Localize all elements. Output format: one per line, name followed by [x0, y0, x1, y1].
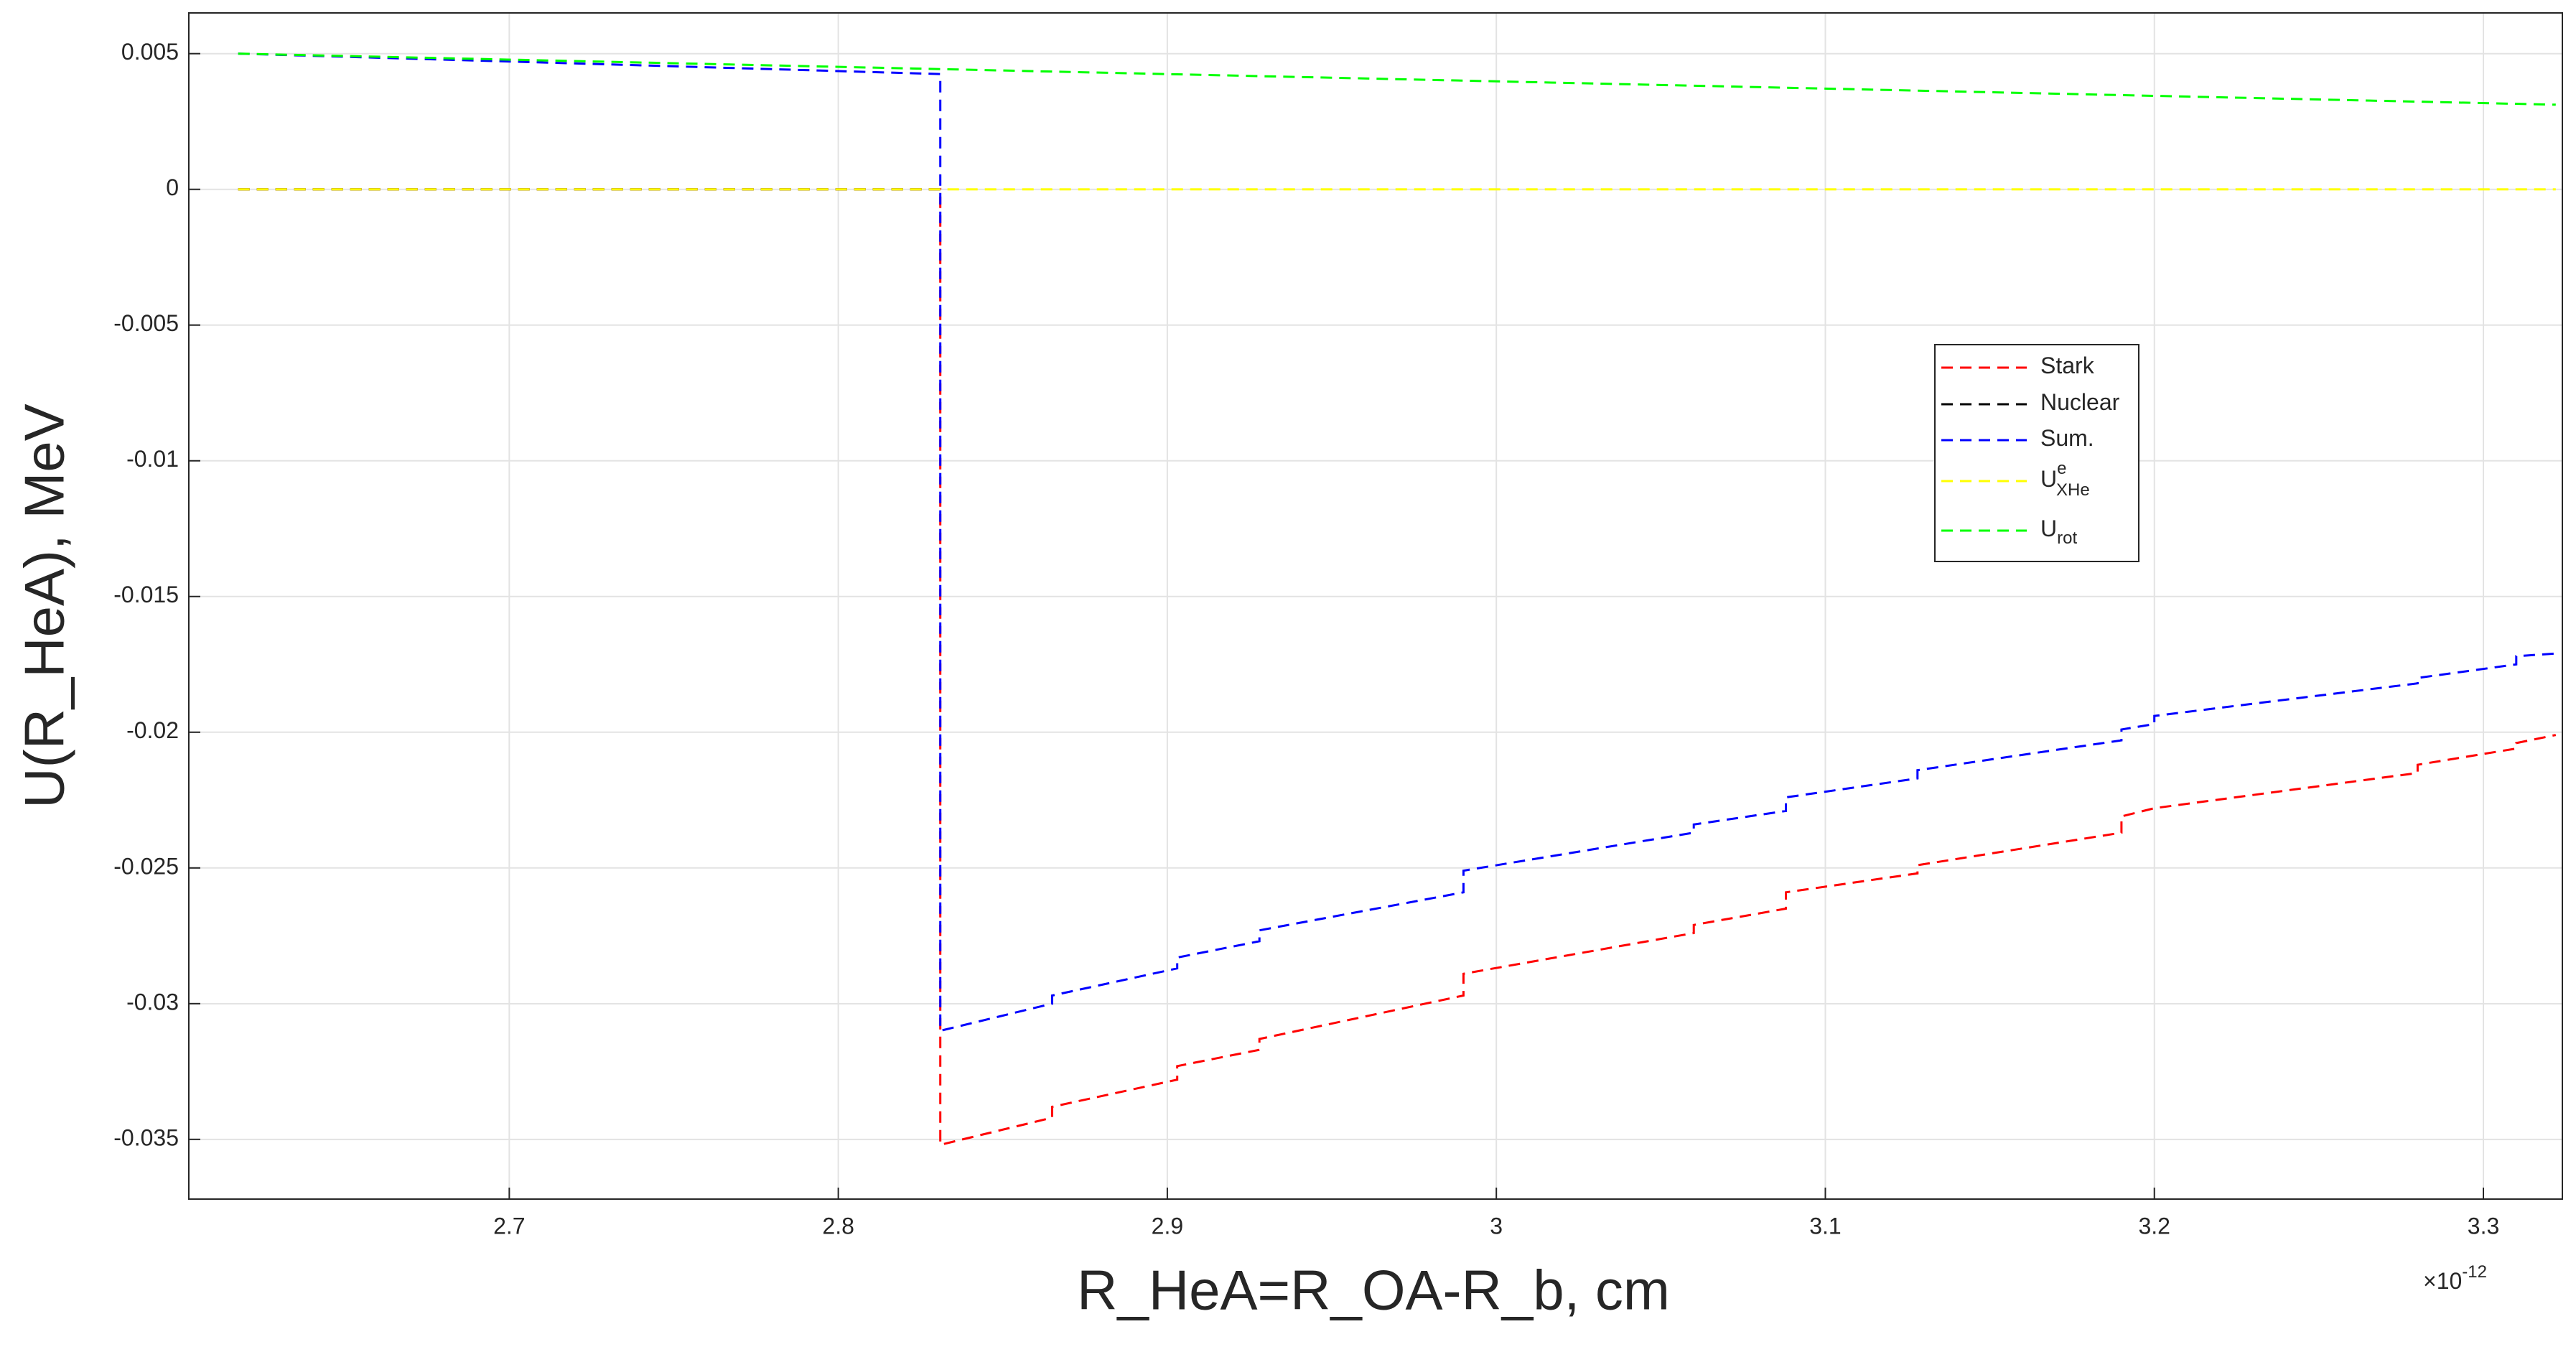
legend-name: Stark [2040, 353, 2095, 378]
y-tick-label: 0.005 [121, 39, 179, 65]
legend-label: Stark [2040, 353, 2095, 378]
exponent-base: ×10 [2423, 1268, 2462, 1294]
series-line [238, 52, 2556, 1033]
y-tick-label: -0.035 [113, 1124, 179, 1150]
legend-sub: rot [2057, 528, 2077, 548]
series-line [238, 52, 2556, 106]
y-tick-label: -0.005 [113, 310, 179, 336]
legend-name: Sum. [2040, 425, 2094, 451]
y-tick-label: -0.03 [126, 989, 179, 1015]
exponent-power: -12 [2462, 1262, 2487, 1282]
grid [189, 13, 2562, 1199]
legend-label: Urot [2040, 516, 2077, 548]
y-tick-label: -0.015 [113, 582, 179, 607]
x-exponent: ×10-12 [2423, 1262, 2487, 1294]
ticks: 2.7 2.8 2.9 3 3.1 3.2 3.3 0.005 0 -0.005 -0.01 -0.0… [113, 39, 2499, 1239]
y-axis-label: U(R_HeA), MeV [13, 404, 76, 808]
x-tick-label: 2.8 [822, 1213, 854, 1239]
x-tick-label: 3.1 [1809, 1213, 1841, 1239]
legend-sup: e [2057, 459, 2066, 478]
legend-name: U [2040, 466, 2057, 492]
y-tick-label: -0.025 [113, 853, 179, 879]
y-tick-label: -0.02 [126, 717, 179, 743]
y-tick-label: 0 [166, 174, 179, 200]
x-tick-label: 3.3 [2468, 1213, 2499, 1239]
x-tick-label: 2.7 [493, 1213, 525, 1239]
x-tick-label: 2.9 [1152, 1213, 1183, 1239]
x-tick-label: 3.2 [2138, 1213, 2170, 1239]
legend-sub: XHe [2056, 480, 2090, 500]
axes-box [188, 12, 2563, 1200]
legend-box [1934, 344, 2139, 562]
plot-lines [238, 52, 2557, 1147]
x-tick-label: 3 [1490, 1213, 1503, 1239]
legend-label: Ue XHe [2040, 459, 2090, 500]
legend-label: Nuclear [2040, 389, 2120, 415]
legend-name: Nuclear [2040, 389, 2120, 415]
legend-label: Sum. [2040, 425, 2094, 451]
x-axis-label: R_HeA=R_OA-R_b, cm [1077, 1259, 1670, 1322]
legend-name: U [2040, 516, 2057, 541]
y-tick-label: -0.01 [126, 446, 179, 472]
series-line [238, 188, 2557, 1147]
